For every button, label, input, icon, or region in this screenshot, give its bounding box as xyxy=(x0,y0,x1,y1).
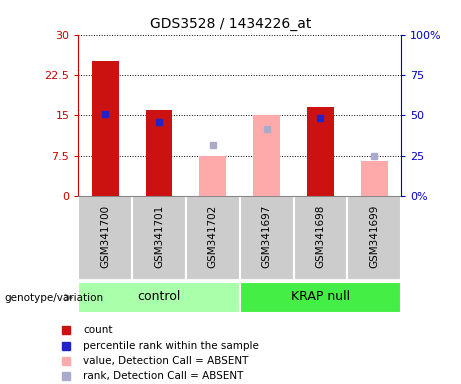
Bar xyxy=(78,282,240,313)
Text: GSM341699: GSM341699 xyxy=(369,205,379,268)
Text: GSM341701: GSM341701 xyxy=(154,205,164,268)
Text: rank, Detection Call = ABSENT: rank, Detection Call = ABSENT xyxy=(83,371,243,381)
Text: GSM341697: GSM341697 xyxy=(261,205,272,268)
Bar xyxy=(186,196,240,280)
Bar xyxy=(199,156,226,196)
Text: genotype/variation: genotype/variation xyxy=(5,293,104,303)
Bar xyxy=(294,196,347,280)
Text: percentile rank within the sample: percentile rank within the sample xyxy=(83,341,259,351)
Bar xyxy=(253,115,280,196)
Text: KRAP null: KRAP null xyxy=(291,290,350,303)
Bar xyxy=(146,110,172,196)
Bar xyxy=(361,161,388,196)
Bar xyxy=(92,61,118,196)
Bar xyxy=(307,107,334,196)
Bar xyxy=(132,196,186,280)
Bar xyxy=(347,196,401,280)
Bar xyxy=(240,196,294,280)
Text: GSM341700: GSM341700 xyxy=(100,205,110,268)
Bar xyxy=(240,282,401,313)
Text: GSM341702: GSM341702 xyxy=(208,205,218,268)
Text: GDS3528 / 1434226_at: GDS3528 / 1434226_at xyxy=(150,17,311,31)
Text: value, Detection Call = ABSENT: value, Detection Call = ABSENT xyxy=(83,356,248,366)
Text: GSM341698: GSM341698 xyxy=(315,205,325,268)
Text: control: control xyxy=(137,290,181,303)
Bar xyxy=(78,196,132,280)
Text: count: count xyxy=(83,326,112,336)
